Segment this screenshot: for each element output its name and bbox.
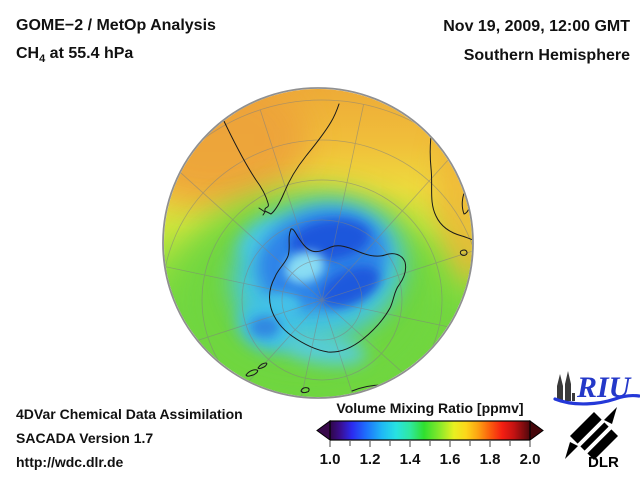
riu-logo: RIU bbox=[553, 371, 640, 406]
colorbar-gradient-bar bbox=[329, 420, 531, 441]
coastline-new-zealand bbox=[245, 362, 268, 377]
riu-logo-text: RIU bbox=[576, 371, 632, 404]
colorbar-tick-label: 1.4 bbox=[399, 451, 421, 468]
colorbar-tick-label: 1.6 bbox=[439, 451, 461, 468]
header-left: GOME−2 / MetOp Analysis CH4 at 55.4 hPa bbox=[16, 12, 216, 73]
version-label: SACADA Version 1.7 bbox=[16, 430, 154, 446]
colorbar-ticks bbox=[329, 441, 531, 447]
cathedral-icon bbox=[557, 371, 575, 401]
colorbar-tick-label: 1.2 bbox=[359, 451, 381, 468]
colorbar-tick-label: 1.0 bbox=[319, 451, 341, 468]
species-level: CH4 at 55.4 hPa bbox=[16, 45, 134, 66]
hemisphere-label: Southern Hemisphere bbox=[463, 47, 630, 64]
globe-rim bbox=[162, 87, 474, 399]
product-title: GOME−2 / MetOp Analysis bbox=[16, 17, 216, 34]
dlr-arrow-tip-sw bbox=[565, 442, 578, 459]
colorbar-right-arrow bbox=[529, 420, 544, 441]
riu-swoosh bbox=[553, 394, 640, 406]
dlr-star-icon bbox=[570, 412, 618, 460]
colorbar-tick-label: 1.8 bbox=[479, 451, 501, 468]
coastline-island bbox=[459, 249, 468, 256]
colorbar-left-arrow bbox=[316, 420, 331, 441]
species-subscript: 4 bbox=[39, 53, 46, 66]
coastline-south-america bbox=[221, 103, 340, 215]
footer-credits: 4DVar Chemical Data Assimilation SACADA … bbox=[16, 402, 243, 474]
colorbar-tick-label: 2.0 bbox=[519, 451, 541, 468]
coastline-antarctica bbox=[269, 228, 407, 353]
colorbar-title: Volume Mixing Ratio [ppmv] bbox=[336, 400, 524, 416]
dlr-arrow-tip-ne bbox=[604, 407, 617, 424]
coastline-tierra-del-fuego bbox=[258, 207, 266, 216]
header-right: Nov 19, 2009, 12:00 GMT Southern Hemisph… bbox=[443, 12, 630, 70]
assimilation-label: 4DVar Chemical Data Assimilation bbox=[16, 406, 243, 422]
coastline-tasmania bbox=[300, 387, 310, 394]
dlr-logo-text: DLR bbox=[588, 454, 619, 471]
datetime-label: Nov 19, 2009, 12:00 GMT bbox=[443, 18, 630, 35]
url-label: http://wdc.dlr.de bbox=[16, 454, 124, 470]
coastline-africa bbox=[429, 105, 472, 241]
dlr-logo: DLR bbox=[565, 407, 619, 471]
